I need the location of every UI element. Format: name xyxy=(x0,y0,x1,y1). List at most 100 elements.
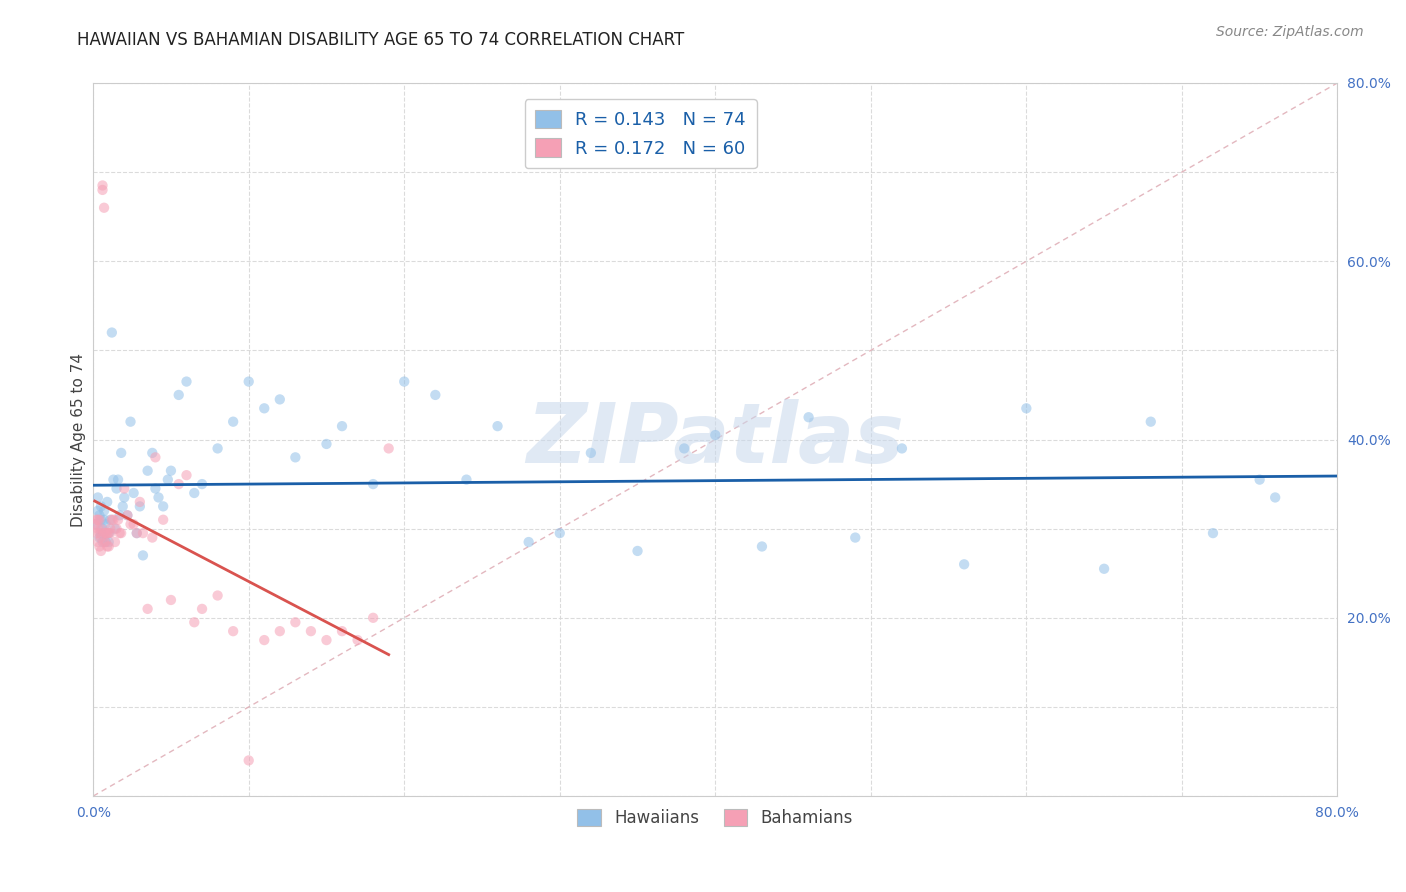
Point xyxy=(111,500,134,514)
Point xyxy=(91,535,114,549)
Point xyxy=(284,450,307,465)
Point xyxy=(315,633,337,648)
Point xyxy=(87,535,110,549)
Point xyxy=(97,526,120,541)
Point xyxy=(673,442,696,456)
Point xyxy=(98,513,121,527)
Point xyxy=(122,486,145,500)
Point xyxy=(132,526,155,541)
Point xyxy=(87,513,110,527)
Point xyxy=(104,522,127,536)
Point xyxy=(89,526,111,541)
Text: HAWAIIAN VS BAHAMIAN DISABILITY AGE 65 TO 74 CORRELATION CHART: HAWAIIAN VS BAHAMIAN DISABILITY AGE 65 T… xyxy=(77,31,685,49)
Point xyxy=(93,504,115,518)
Point xyxy=(128,495,150,509)
Point xyxy=(145,482,167,496)
Point xyxy=(183,486,205,500)
Point xyxy=(110,446,132,460)
Point xyxy=(84,517,107,532)
Point xyxy=(207,589,229,603)
Point xyxy=(87,522,110,536)
Point xyxy=(97,526,120,541)
Point xyxy=(108,508,131,523)
Point xyxy=(84,526,107,541)
Point xyxy=(91,183,114,197)
Point xyxy=(207,442,229,456)
Point xyxy=(90,531,112,545)
Point xyxy=(890,442,912,456)
Point xyxy=(176,468,198,483)
Point xyxy=(579,446,602,460)
Point xyxy=(486,419,509,434)
Point xyxy=(953,558,976,572)
Point xyxy=(120,415,142,429)
Point xyxy=(167,388,190,402)
Point xyxy=(346,633,368,648)
Point xyxy=(98,522,121,536)
Point xyxy=(394,375,416,389)
Point xyxy=(751,540,773,554)
Point xyxy=(90,513,112,527)
Point xyxy=(141,531,163,545)
Point xyxy=(299,624,322,639)
Point xyxy=(117,508,139,523)
Point xyxy=(330,419,353,434)
Point xyxy=(94,526,117,541)
Point xyxy=(145,450,167,465)
Point xyxy=(160,464,183,478)
Point xyxy=(93,526,115,541)
Point xyxy=(91,522,114,536)
Point xyxy=(96,540,118,554)
Point xyxy=(183,615,205,630)
Point xyxy=(94,517,117,532)
Text: Source: ZipAtlas.com: Source: ZipAtlas.com xyxy=(1216,25,1364,39)
Point xyxy=(456,473,478,487)
Point xyxy=(98,526,121,541)
Y-axis label: Disability Age 65 to 74: Disability Age 65 to 74 xyxy=(72,352,86,526)
Point xyxy=(156,473,179,487)
Point xyxy=(94,535,117,549)
Point xyxy=(152,513,174,527)
Point xyxy=(136,602,159,616)
Point xyxy=(107,513,129,527)
Point xyxy=(1249,473,1271,487)
Point xyxy=(97,535,120,549)
Point xyxy=(425,388,447,402)
Point xyxy=(1015,401,1038,416)
Point xyxy=(87,491,110,505)
Point xyxy=(122,517,145,532)
Legend: Hawaiians, Bahamians: Hawaiians, Bahamians xyxy=(571,803,860,834)
Point xyxy=(148,491,170,505)
Point xyxy=(128,500,150,514)
Point xyxy=(176,375,198,389)
Point xyxy=(626,544,648,558)
Point xyxy=(253,633,276,648)
Point xyxy=(90,500,112,514)
Point xyxy=(191,477,214,491)
Point xyxy=(315,437,337,451)
Point xyxy=(160,593,183,607)
Point xyxy=(238,754,260,768)
Point xyxy=(1264,491,1286,505)
Point xyxy=(107,473,129,487)
Point xyxy=(548,526,571,541)
Point xyxy=(89,531,111,545)
Point xyxy=(89,540,111,554)
Point xyxy=(112,482,135,496)
Point xyxy=(97,540,120,554)
Point xyxy=(167,477,190,491)
Point xyxy=(84,513,107,527)
Point xyxy=(89,513,111,527)
Point xyxy=(797,410,820,425)
Point xyxy=(105,482,128,496)
Point xyxy=(101,326,124,340)
Point xyxy=(361,477,384,491)
Point xyxy=(83,517,105,532)
Text: ZIPatlas: ZIPatlas xyxy=(526,399,904,480)
Point xyxy=(94,535,117,549)
Point xyxy=(105,522,128,536)
Point xyxy=(152,500,174,514)
Point xyxy=(136,464,159,478)
Point xyxy=(125,526,148,541)
Point xyxy=(96,495,118,509)
